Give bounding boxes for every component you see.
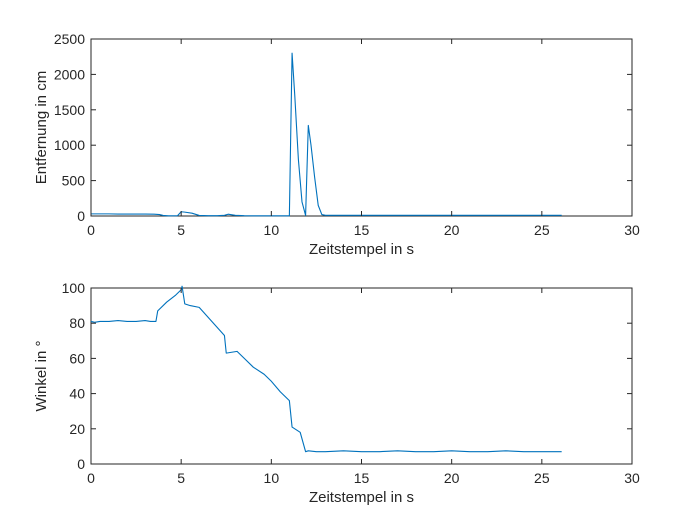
series-line (90, 285, 562, 453)
x-tick-label: 20 (444, 470, 460, 486)
y-tick-label: 1000 (54, 137, 85, 153)
y-tick-label: 2500 (54, 31, 85, 47)
plot-area (90, 38, 633, 217)
chart-panel-2: 0 5 10 15 20 25 30 0 20 40 60 80 100 Zeitstempel in s… (33, 280, 640, 506)
y-tick-label: 20 (69, 421, 85, 437)
x-tick-label: 0 (87, 470, 95, 486)
y-axis-label: Entfernung in cm (33, 71, 50, 184)
y-tick-label: 40 (69, 386, 85, 402)
x-axis-label: Zeitstempel in s (309, 489, 414, 506)
y-tick-label: 2000 (54, 66, 85, 82)
chart-panel-1: 0 5 10 15 20 25 30 0 500 1000 1500 2000 2500 Zeitstem… (33, 31, 640, 258)
x-tick-label: 30 (624, 222, 640, 238)
y-tick-label: 0 (77, 208, 85, 224)
x-tick-label: 15 (354, 470, 370, 486)
plot-area (90, 287, 633, 465)
y-tick-label: 1500 (54, 102, 85, 118)
x-tick-label: 30 (624, 470, 640, 486)
x-tick-label: 5 (177, 222, 185, 238)
x-axis-label: Zeitstempel in s (309, 241, 414, 258)
series-line (91, 52, 562, 217)
y-tick-label: 60 (69, 350, 85, 366)
x-tick-label: 15 (354, 222, 370, 238)
x-tick-label: 10 (264, 470, 280, 486)
x-tick-label: 10 (264, 222, 280, 238)
y-tick-label: 500 (62, 173, 86, 189)
x-tick-label: 20 (444, 222, 460, 238)
y-axis-label: Winkel in ° (33, 340, 50, 411)
x-tick-label: 5 (177, 470, 185, 486)
x-tick-label: 25 (534, 470, 550, 486)
x-tick-label: 0 (87, 222, 95, 238)
x-tick-label: 25 (534, 222, 550, 238)
y-tick-label: 100 (62, 280, 86, 296)
y-tick-label: 0 (77, 456, 85, 472)
y-tick-label: 80 (69, 315, 85, 331)
